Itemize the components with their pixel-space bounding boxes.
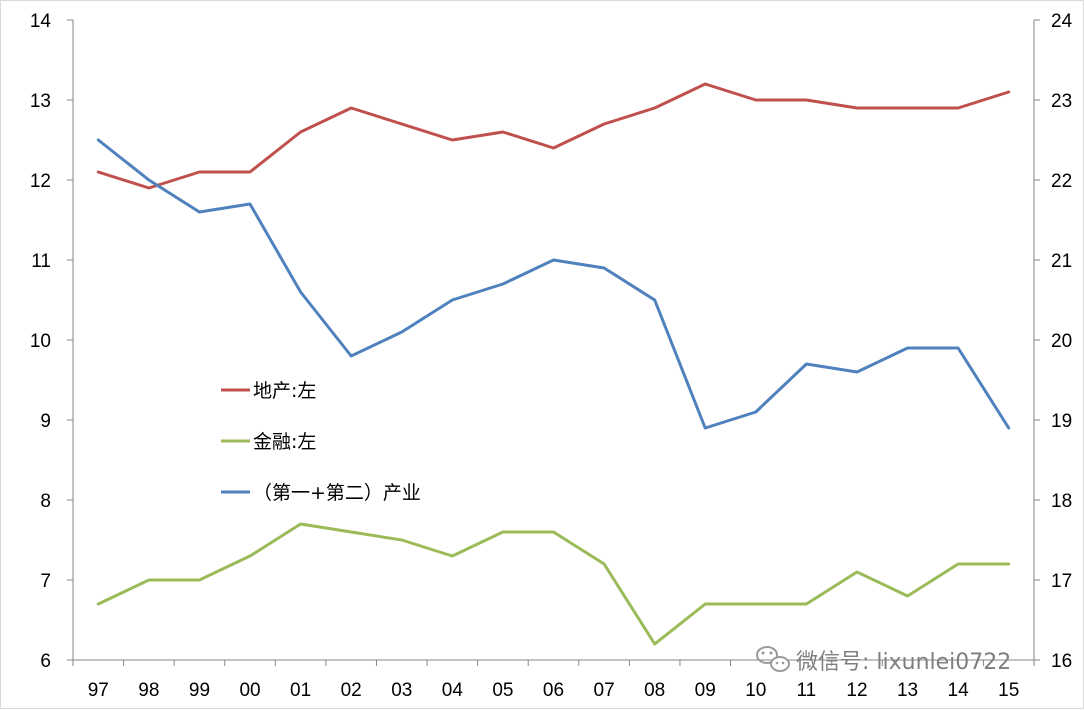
y-left-tick-label: 9 [40, 411, 51, 432]
y-left-tick-label: 8 [40, 491, 51, 512]
legend-label: （第一+第二）产业 [253, 482, 421, 504]
x-tick-label: 02 [341, 680, 362, 701]
y-left-tick-label: 12 [30, 171, 51, 192]
y-right-tick-label: 22 [1051, 171, 1072, 192]
x-tick-label: 99 [189, 680, 210, 701]
y-left-tick-label: 10 [30, 331, 51, 352]
x-tick-label: 12 [846, 680, 867, 701]
x-tick-label: 07 [594, 680, 615, 701]
x-tick-label: 06 [543, 680, 564, 701]
y-left-tick-label: 6 [40, 651, 51, 672]
x-tick-label: 01 [290, 680, 311, 701]
y-left-tick-label: 14 [30, 11, 52, 32]
series-line-2 [96, 522, 1011, 646]
y-right-tick-label: 23 [1051, 91, 1072, 112]
x-tick-label: 09 [695, 680, 716, 701]
x-tick-label: 04 [442, 680, 464, 701]
y-left-tick-label: 11 [31, 251, 51, 272]
y-right-tick-label: 20 [1051, 331, 1072, 352]
axes: 6 7 8 9 10 11 12 13 14 16 17 18 19 20 21 22 23 24 97 98 99 00… [30, 11, 1073, 701]
x-tick-label: 13 [897, 680, 918, 701]
x-tick-label: 97 [88, 680, 109, 701]
x-tick-label: 15 [998, 680, 1019, 701]
x-tick-label: 14 [948, 680, 970, 701]
watermark-text: 微信号: lixunlei0722 [796, 650, 1011, 675]
legend: 地产:左金融:左 （第一+第二）产业 [221, 380, 421, 504]
y-right-tick-label: 21 [1051, 251, 1072, 272]
y-right-tick-label: 18 [1051, 491, 1072, 512]
x-tick-label: 11 [797, 680, 817, 701]
series-line-3 [96, 138, 1011, 430]
x-tick-label: 10 [745, 680, 766, 701]
y-left-tick-label: 7 [40, 571, 51, 592]
wechat-icon [756, 646, 790, 672]
x-tick-label: 08 [644, 680, 665, 701]
legend-label: 金融:左 [253, 431, 316, 453]
y-left-tick-label: 13 [30, 91, 51, 112]
x-tick-label: 03 [391, 680, 412, 701]
series-line-1 [96, 82, 1011, 190]
x-tick-label: 98 [138, 680, 159, 701]
legend-label: 地产:左 [253, 380, 316, 402]
y-right-tick-label: 16 [1051, 651, 1072, 672]
y-right-tick-label: 19 [1051, 411, 1072, 432]
y-right-tick-label: 17 [1051, 571, 1072, 592]
x-tick-label: 05 [492, 680, 513, 701]
series-layer [96, 82, 1011, 646]
x-tick-label: 00 [239, 680, 260, 701]
y-right-tick-label: 24 [1051, 11, 1073, 32]
watermark: 微信号: lixunlei0722 [756, 646, 1011, 675]
